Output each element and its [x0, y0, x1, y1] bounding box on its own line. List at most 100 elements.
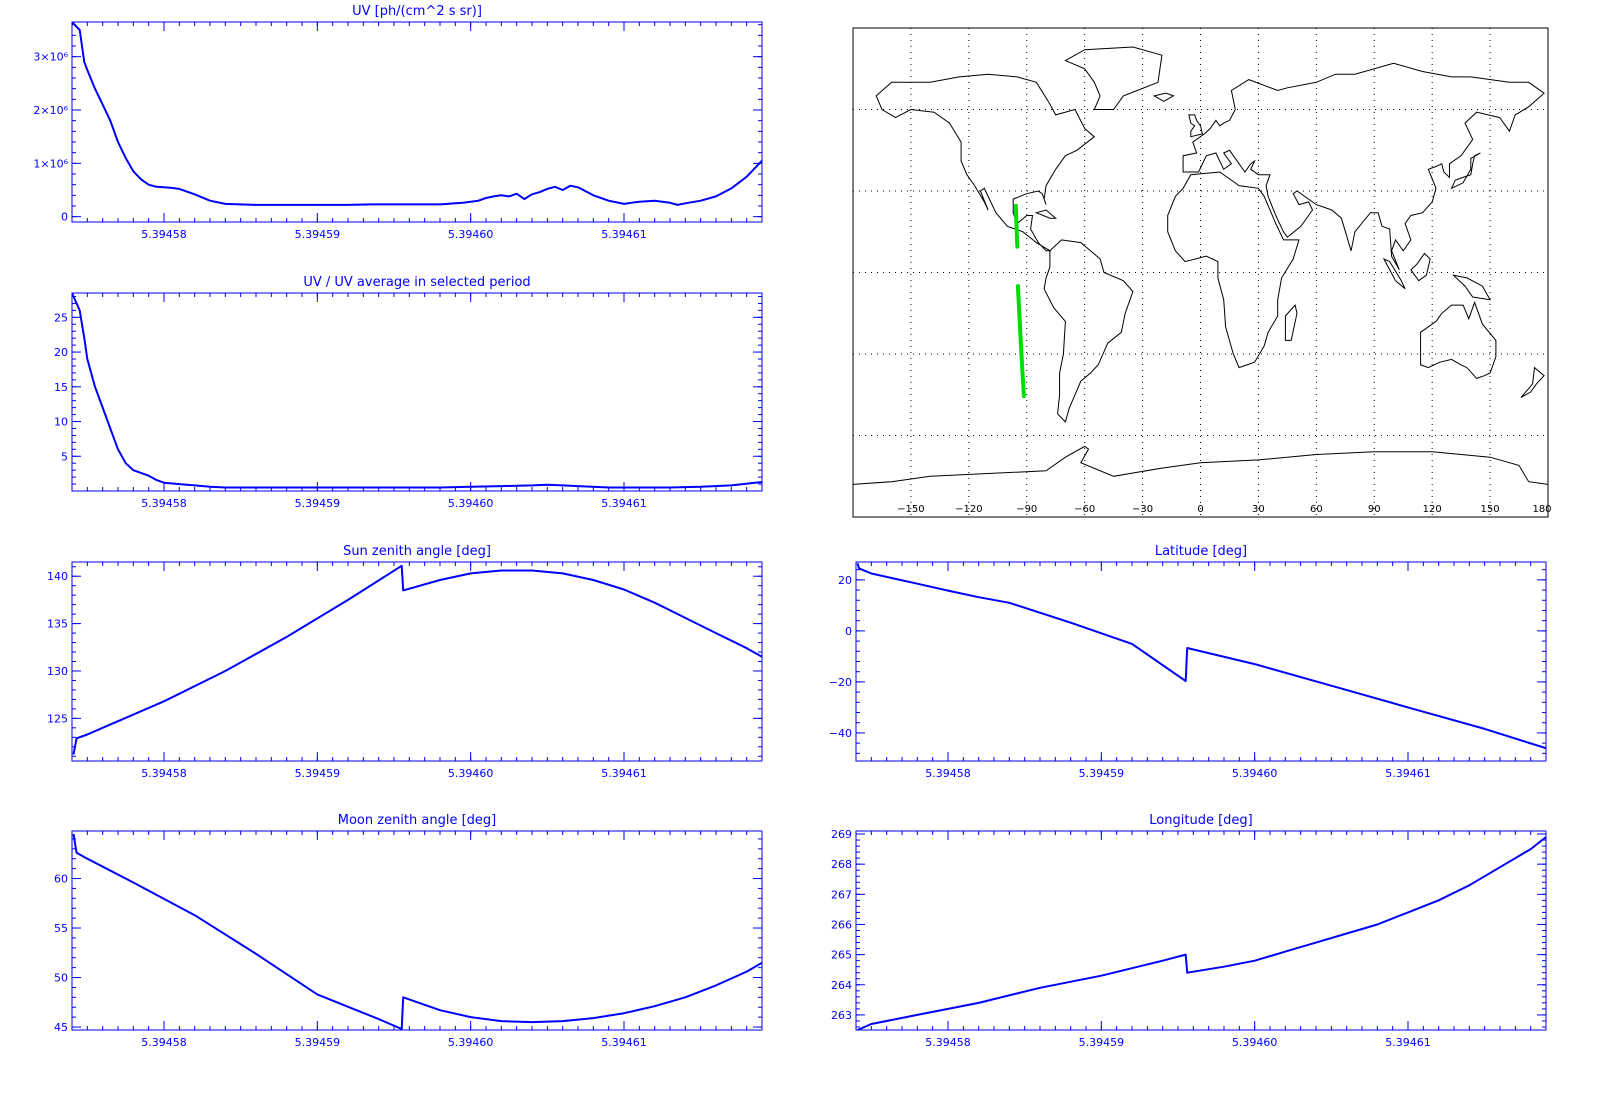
- plot-frame: [855, 830, 1547, 1031]
- y-tick-label: 140: [47, 570, 68, 583]
- coastline-antarctica: [853, 445, 1548, 485]
- x-tick-label: 5.39458: [141, 497, 187, 510]
- chart-title: Longitude [deg]: [1149, 813, 1252, 828]
- uv-ratio-series-line: [72, 293, 762, 489]
- plot-frame: [71, 292, 763, 492]
- y-tick-label: 135: [47, 618, 68, 631]
- latitude-series-line: [856, 563, 1546, 750]
- plot-frame: [855, 561, 1547, 762]
- coastline-iceland: [1152, 92, 1175, 102]
- world-map: −150 −120 −90 −60 −30 0 30 60 90 120 150 180: [852, 27, 1552, 518]
- y-tick-label: 0: [845, 625, 852, 638]
- coastline-new-guinea: [1451, 274, 1492, 301]
- x-tick-label: 5.39459: [295, 228, 341, 241]
- y-tick-label: 267: [831, 888, 852, 901]
- coastline-south-america: [1043, 239, 1134, 423]
- sun-zenith-series-line: [72, 564, 762, 755]
- x-tick-label: 5.39461: [601, 497, 647, 510]
- coastline-borneo: [1410, 252, 1431, 282]
- y-tick-label: 1×10⁶: [33, 157, 68, 170]
- map-lon-label: −90: [1016, 504, 1037, 515]
- y-tick-label: 0: [61, 211, 68, 224]
- x-tick-label: 5.39459: [295, 767, 341, 780]
- y-tick-label: −20: [829, 676, 852, 689]
- uv-ratio-plot: UV / UV average in selected period 5.3945…: [54, 275, 763, 510]
- chart-title: UV / UV average in selected period: [303, 275, 530, 290]
- y-tick-label: 130: [47, 665, 68, 678]
- chart-title: Latitude [deg]: [1155, 544, 1247, 559]
- x-tick-label: 5.39461: [601, 767, 647, 780]
- y-tick-label: 10: [54, 416, 68, 429]
- plot-frame: [71, 830, 763, 1031]
- y-tick-label: 263: [831, 1009, 852, 1022]
- y-tick-label: 55: [54, 922, 68, 935]
- x-tick-label: 5.39461: [1385, 767, 1431, 780]
- y-tick-label: 264: [831, 979, 852, 992]
- y-tick-label: 3×10⁶: [33, 51, 68, 64]
- y-tick-label: 20: [54, 346, 68, 359]
- coastline-madagascar: [1284, 304, 1298, 341]
- ground-track: [1013, 203, 1020, 249]
- moon-zenith-series-line: [72, 833, 762, 1030]
- y-tick-label: 45: [54, 1021, 68, 1034]
- map-lon-label: 0: [1197, 504, 1203, 515]
- map-lon-label: 60: [1310, 504, 1323, 515]
- uv-plot: UV [ph/(cm^2 s sr)] 5.39458 5.39459 5.39460…: [33, 4, 763, 241]
- y-tick-label: 125: [47, 712, 68, 725]
- map-lon-label: −120: [955, 504, 982, 515]
- x-tick-label: 5.39460: [448, 1036, 494, 1049]
- x-tick-label: 5.39461: [601, 228, 647, 241]
- y-tick-label: 268: [831, 858, 852, 871]
- y-tick-label: 5: [61, 450, 68, 463]
- plot-frame: [71, 561, 763, 762]
- y-tick-label: 20: [838, 574, 852, 587]
- ground-track: [1015, 284, 1026, 399]
- map-lon-label: −150: [897, 504, 924, 515]
- sun-zenith-plot: Sun zenith angle [deg] 5.39458 5.39459 5.39…: [47, 544, 763, 780]
- x-tick-label: 5.39458: [141, 228, 187, 241]
- x-tick-label: 5.39458: [925, 767, 971, 780]
- coastline-sumatra: [1382, 257, 1406, 290]
- coastline-australia: [1420, 300, 1497, 379]
- y-tick-label: 25: [54, 311, 68, 324]
- x-tick-label: 5.39461: [601, 1036, 647, 1049]
- uv-series-line: [72, 22, 762, 206]
- x-tick-label: 5.39458: [925, 1036, 971, 1049]
- y-tick-label: 2×10⁶: [33, 104, 68, 117]
- coastline-greenland: [1064, 46, 1163, 110]
- y-tick-label: 15: [54, 381, 68, 394]
- coastline-new-zealand: [1520, 366, 1545, 398]
- map-lon-label: 120: [1423, 504, 1442, 515]
- map-lon-label: −60: [1074, 504, 1095, 515]
- map-lon-label: 30: [1252, 504, 1265, 515]
- x-tick-label: 5.39460: [448, 497, 494, 510]
- plot-frame: [71, 21, 763, 223]
- coastline-africa: [1167, 171, 1300, 369]
- map-lon-label: 180: [1532, 504, 1551, 515]
- y-tick-label: 50: [54, 972, 68, 985]
- y-tick-label: 60: [54, 873, 68, 886]
- map-frame: [852, 27, 1549, 518]
- y-tick-label: −40: [829, 727, 852, 740]
- x-tick-label: 5.39460: [448, 228, 494, 241]
- coastline-eurasia: [1182, 62, 1545, 271]
- map-lon-label: 150: [1481, 504, 1500, 515]
- y-tick-label: 265: [831, 949, 852, 962]
- coastline-uk: [1188, 114, 1204, 138]
- x-tick-label: 5.39458: [141, 767, 187, 780]
- longitude-series-line: [857, 836, 1546, 1030]
- x-tick-label: 5.39461: [1385, 1036, 1431, 1049]
- x-tick-label: 5.39460: [1232, 1036, 1278, 1049]
- y-tick-label: 266: [831, 918, 852, 931]
- x-tick-label: 5.39459: [295, 1036, 341, 1049]
- coastline-north-america: [875, 73, 1096, 252]
- chart-title: UV [ph/(cm^2 s sr)]: [352, 4, 482, 19]
- y-tick-label: 269: [831, 828, 852, 841]
- x-tick-label: 5.39459: [1079, 1036, 1125, 1049]
- x-tick-label: 5.39460: [1232, 767, 1278, 780]
- x-tick-label: 5.39459: [295, 497, 341, 510]
- longitude-plot: Longitude [deg] 5.39458 5.39459 5.39460 5.39…: [831, 813, 1547, 1049]
- latitude-plot: Latitude [deg] 5.39458 5.39459 5.39460 5.394…: [829, 544, 1547, 780]
- coastline-japan: [1450, 152, 1481, 190]
